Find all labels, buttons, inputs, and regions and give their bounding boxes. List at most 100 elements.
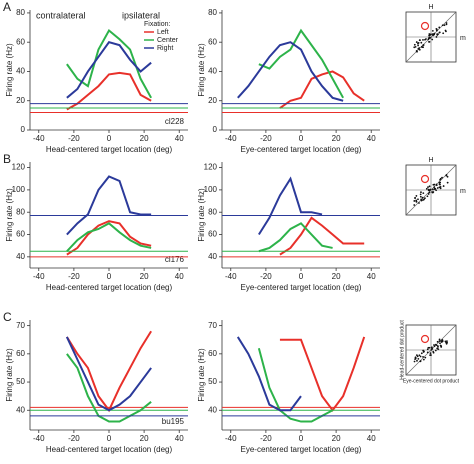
inset-dot [429, 36, 432, 39]
x-tick-label: -20 [68, 434, 80, 443]
inset-dot [435, 36, 438, 38]
inset-dot [415, 41, 418, 43]
inset-dot [417, 44, 420, 47]
y-tick-label: 40 [16, 405, 25, 414]
panel-label: A [3, 0, 11, 14]
x-tick-label: 40 [367, 434, 376, 443]
inset-dot [435, 29, 438, 32]
inset-dot [419, 355, 422, 358]
inset-dot [433, 188, 436, 190]
series-line [66, 41, 152, 99]
x-axis-label: Head-centered target location (deg) [46, 445, 173, 454]
inset-dot [435, 189, 438, 192]
inset-dot [438, 186, 441, 189]
inset-dot [422, 199, 424, 201]
y-tick-label: 60 [16, 349, 25, 358]
inset-x-label: Eye-centered dot product [403, 378, 460, 384]
inset-dot [427, 186, 429, 189]
inset-y-label: Head-centered dot product [399, 320, 405, 380]
cell-id: cl228 [165, 117, 185, 126]
y-tick-label: 80 [208, 207, 217, 216]
inset-dot [426, 351, 429, 354]
x-tick-label: 40 [175, 134, 184, 143]
inset-dot [422, 358, 425, 361]
series-line [258, 28, 345, 99]
series-line [66, 220, 152, 256]
inset-dot [439, 342, 441, 345]
inset-dot [418, 202, 420, 204]
inset-dot [424, 38, 426, 41]
x-tick-label: 0 [299, 134, 304, 143]
annotation: contralateral [36, 10, 86, 20]
inset-dot [437, 345, 439, 348]
inset-dot [433, 345, 436, 348]
inset-dot [421, 196, 424, 199]
x-tick-label: -40 [225, 434, 237, 443]
inset-dot [422, 44, 425, 47]
inset-dot [415, 354, 418, 356]
inset-dot [428, 191, 431, 194]
inset-dot [439, 187, 442, 190]
inset-dot [439, 344, 442, 347]
y-tick-label: 60 [16, 37, 25, 46]
y-tick-label: 70 [16, 321, 25, 330]
inset-dot [428, 36, 431, 39]
x-tick-label: -20 [260, 272, 272, 281]
inset-dot [441, 176, 443, 179]
x-tick-label: 20 [140, 272, 149, 281]
inset-dot [422, 192, 425, 194]
x-tick-label: -20 [68, 272, 80, 281]
inset-dot [433, 186, 436, 189]
x-axis-label: Head-centered target location (deg) [46, 283, 173, 292]
inset-dot [429, 352, 432, 355]
x-tick-label: 20 [332, 134, 341, 143]
inset-dot [445, 174, 448, 177]
inset-dot [428, 40, 431, 43]
x-axis-label: Eye-centered target location (deg) [241, 283, 362, 292]
inset-dot [416, 359, 418, 362]
inset-dot [419, 193, 422, 196]
inset-dot [439, 177, 442, 180]
inset-dot [417, 357, 420, 360]
inset-dot [446, 181, 449, 184]
inset-dot [438, 26, 441, 29]
x-tick-label: 40 [367, 134, 376, 143]
series-line [279, 70, 365, 109]
inset-y-label: H [428, 157, 433, 164]
inset-dot [430, 354, 432, 356]
inset-dot [437, 348, 440, 351]
inset-dot [417, 198, 419, 201]
y-tick-label: 100 [204, 185, 218, 194]
y-tick-label: 20 [208, 96, 217, 105]
x-axis-label: Eye-centered target location (deg) [241, 445, 362, 454]
inset-dot [422, 39, 424, 41]
inset-y-label: H [428, 4, 433, 11]
inset-dot [413, 200, 416, 202]
inset-dot [433, 33, 435, 36]
cell-id: bu195 [162, 417, 185, 426]
inset-dot [420, 45, 423, 48]
y-tick-label: 40 [208, 67, 217, 76]
inset-dot [413, 46, 416, 49]
inset-dot [444, 29, 447, 32]
y-tick-label: 50 [16, 377, 25, 386]
inset-dot [420, 352, 423, 355]
series-line [279, 336, 366, 412]
x-tick-label: -20 [260, 434, 272, 443]
x-tick-label: -20 [260, 134, 272, 143]
series-line [279, 216, 365, 256]
inset-dot [443, 24, 446, 27]
y-axis-label: Firing rate (Hz) [197, 348, 206, 402]
inset-dot [431, 191, 434, 193]
x-axis-label: Head-centered target location (deg) [46, 145, 173, 154]
series-line [258, 222, 333, 253]
x-tick-label: 20 [140, 134, 149, 143]
y-tick-label: 40 [208, 252, 217, 261]
x-axis-label: Eye-centered target location (deg) [241, 145, 362, 154]
inset-dot [420, 191, 422, 194]
series-line [66, 222, 152, 252]
inset-dot [413, 43, 416, 46]
inset-dot [427, 346, 430, 349]
y-tick-label: 20 [16, 96, 25, 105]
inset-dot [414, 358, 417, 361]
